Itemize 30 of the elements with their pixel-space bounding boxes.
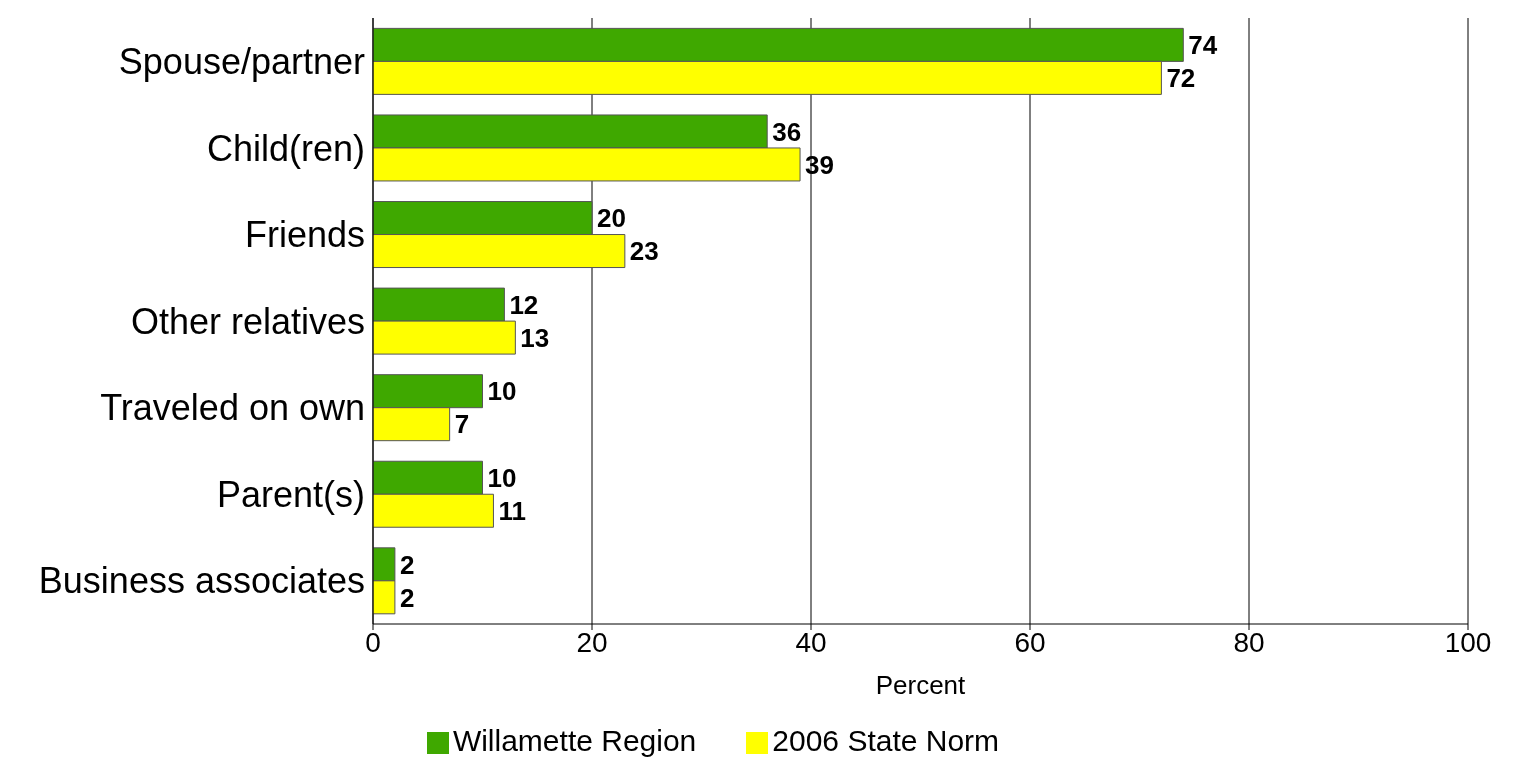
y-tick-label: Other relatives xyxy=(130,300,365,342)
data-label: 74 xyxy=(1188,30,1218,61)
data-label: 2 xyxy=(399,582,415,613)
data-label: 39 xyxy=(805,149,834,180)
y-tick-label: Parent(s) xyxy=(216,473,365,515)
data-label: 10 xyxy=(487,462,517,493)
y-tick-label: Traveled on own xyxy=(100,387,365,429)
data-label: 23 xyxy=(629,236,659,267)
x-tick-label: 0 xyxy=(365,626,381,658)
data-label: 72 xyxy=(1166,63,1196,94)
data-label: 2 xyxy=(399,549,415,580)
data-label: 13 xyxy=(520,322,550,353)
x-tick-label: 100 xyxy=(1444,626,1492,658)
data-label: 36 xyxy=(772,116,802,147)
legend-label: Willamette Region xyxy=(452,724,697,757)
legend-label: 2006 State Norm xyxy=(772,724,1000,757)
x-tick-label: 20 xyxy=(576,626,608,658)
y-tick-label: Friends xyxy=(244,214,365,256)
x-tick-label: 60 xyxy=(1014,626,1046,658)
data-label: 10 xyxy=(487,376,517,407)
y-tick-label: Business associates xyxy=(38,560,365,602)
data-label: 20 xyxy=(597,203,626,234)
data-label: 7 xyxy=(454,409,470,440)
x-tick-label: 40 xyxy=(795,626,827,658)
data-label: 11 xyxy=(498,495,526,526)
x-axis-title: Percent xyxy=(875,670,967,700)
y-tick-label: Child(ren) xyxy=(206,127,365,169)
x-tick-label: 80 xyxy=(1233,626,1265,658)
data-label: 12 xyxy=(509,289,539,320)
y-tick-label: Spouse/partner xyxy=(118,41,365,83)
